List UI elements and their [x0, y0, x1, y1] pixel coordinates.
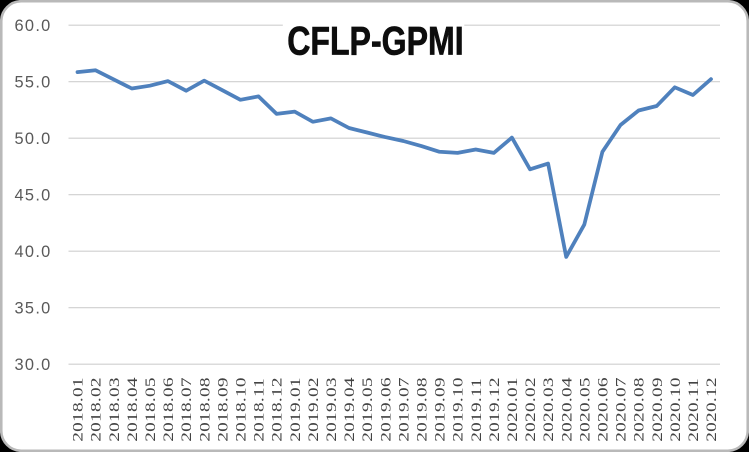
svg-text:35.0: 35.0	[14, 300, 51, 318]
svg-text:2020.12: 2020.12	[704, 377, 720, 442]
svg-text:2020.07: 2020.07	[613, 377, 629, 442]
svg-text:45.0: 45.0	[14, 187, 51, 205]
svg-text:2020.01: 2020.01	[504, 377, 520, 442]
svg-text:2018.12: 2018.12	[269, 377, 285, 442]
svg-text:2018.03: 2018.03	[106, 377, 122, 442]
svg-text:2019.11: 2019.11	[468, 378, 484, 442]
svg-text:60.0: 60.0	[14, 17, 51, 35]
svg-text:30.0: 30.0	[14, 356, 51, 374]
svg-text:2019.10: 2019.10	[450, 377, 466, 442]
svg-text:2020.10: 2020.10	[667, 377, 683, 442]
svg-text:2019.04: 2019.04	[342, 377, 358, 442]
svg-text:2019.05: 2019.05	[360, 377, 376, 442]
svg-text:2018.06: 2018.06	[161, 377, 177, 442]
svg-text:2020.06: 2020.06	[595, 377, 611, 442]
svg-text:2018.08: 2018.08	[197, 377, 213, 442]
svg-text:2019.06: 2019.06	[378, 377, 394, 442]
svg-text:2019.08: 2019.08	[414, 377, 430, 442]
svg-text:2020.09: 2020.09	[649, 377, 665, 442]
svg-text:2020.11: 2020.11	[685, 378, 701, 442]
svg-text:2019.03: 2019.03	[323, 377, 339, 442]
svg-text:2018.01: 2018.01	[70, 377, 86, 442]
svg-text:2019.02: 2019.02	[305, 377, 321, 442]
svg-text:2020.08: 2020.08	[631, 377, 647, 442]
svg-text:2018.04: 2018.04	[124, 377, 140, 442]
svg-text:55.0: 55.0	[14, 74, 51, 92]
svg-text:2019.01: 2019.01	[287, 377, 303, 442]
svg-text:2019.07: 2019.07	[396, 377, 412, 442]
svg-text:2018.11: 2018.11	[251, 378, 267, 442]
svg-text:40.0: 40.0	[14, 243, 51, 261]
svg-text:2020.02: 2020.02	[523, 377, 539, 442]
svg-text:2018.07: 2018.07	[179, 377, 195, 442]
svg-text:2019.09: 2019.09	[432, 377, 448, 442]
svg-text:50.0: 50.0	[14, 130, 51, 148]
svg-text:2020.04: 2020.04	[559, 377, 575, 442]
svg-text:2019.12: 2019.12	[486, 377, 502, 442]
svg-text:2018.05: 2018.05	[142, 377, 158, 442]
svg-text:2018.02: 2018.02	[88, 377, 104, 442]
svg-text:2018.10: 2018.10	[233, 377, 249, 442]
svg-text:2020.05: 2020.05	[577, 377, 593, 442]
svg-text:2020.03: 2020.03	[541, 377, 557, 442]
svg-text:CFLP-GPMI: CFLP-GPMI	[287, 18, 463, 63]
svg-text:2018.09: 2018.09	[215, 377, 231, 442]
